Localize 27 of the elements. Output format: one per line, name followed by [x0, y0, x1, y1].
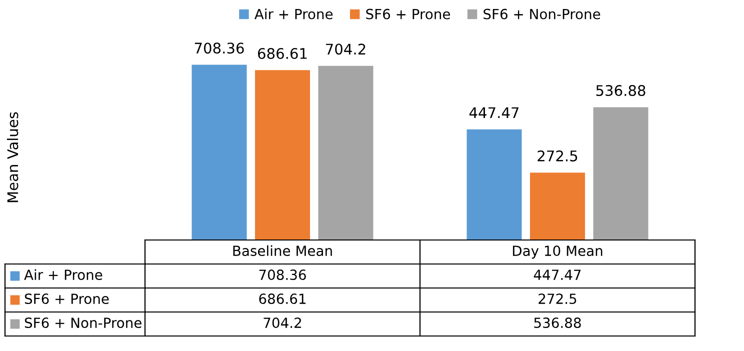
- text: Mean Values: [6, 112, 18, 202]
- bar: [318, 66, 374, 240]
- bar: [192, 64, 247, 240]
- legend-label: SF6 + Non-Prone: [484, 8, 600, 20]
- data-label: 272.5: [538, 150, 578, 162]
- x-tick-label: Baseline Mean: [233, 245, 332, 256]
- text: SF6 + Non-Prone: [24, 318, 142, 328]
- data-label: 704.2: [326, 44, 366, 55]
- data-label: 536.88: [596, 85, 646, 96]
- legend-label: SF6 + Prone: [366, 8, 450, 20]
- bar: [466, 129, 522, 240]
- x-tick-label: Day 10 Mean: [512, 246, 602, 259]
- text: Air + Prone: [24, 269, 102, 280]
- data-label: 686.61: [258, 48, 307, 60]
- text: 704.2: [264, 318, 301, 328]
- data-label: 447.47: [469, 107, 519, 118]
- text: 447.47: [534, 270, 581, 280]
- bar: [255, 70, 310, 240]
- text: SF6 + Prone: [24, 294, 109, 304]
- text: 708.36: [259, 270, 306, 280]
- data-label: 708.36: [194, 42, 244, 54]
- bar: [593, 107, 648, 240]
- text: 686.61: [259, 294, 306, 304]
- text: 272.5: [538, 294, 576, 304]
- legend-label: Air + Prone: [254, 8, 333, 20]
- bar: [530, 172, 585, 240]
- text: 536.88: [534, 318, 581, 328]
